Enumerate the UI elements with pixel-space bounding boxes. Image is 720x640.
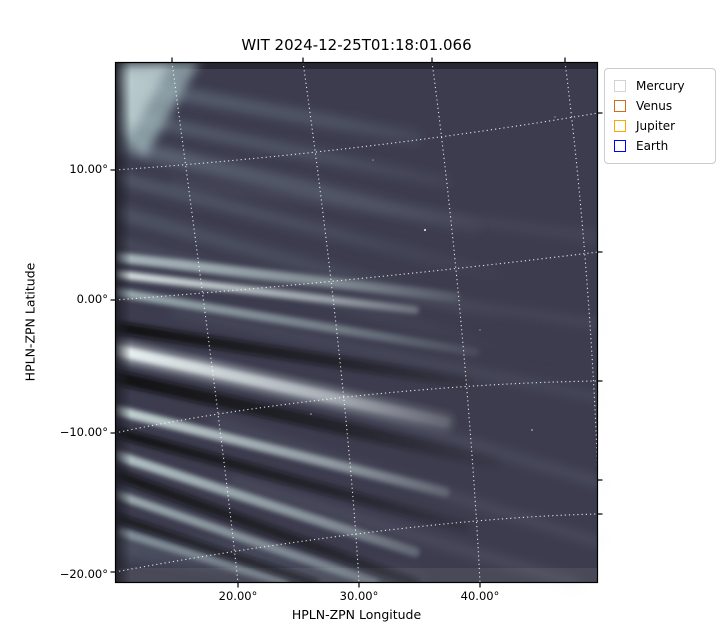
- gridline-lat-0: [114, 251, 599, 301]
- ytick-label--20: −20.00°: [59, 567, 108, 581]
- ytick-label-0: 0.00°: [76, 292, 108, 306]
- stars: [310, 116, 556, 431]
- legend: Mercury Venus Jupiter Earth: [604, 68, 716, 164]
- gridline-lon-40: [431, 61, 481, 584]
- tick-marks: [110, 57, 603, 588]
- legend-item-venus: Venus: [614, 96, 706, 116]
- x-axis-label: HPLN-ZPN Longitude: [291, 607, 422, 622]
- earth-marker-icon: [614, 140, 626, 152]
- coordinate-grid: [114, 61, 599, 584]
- plot-area: [100, 57, 603, 598]
- legend-item-earth: Earth: [614, 136, 706, 156]
- streamer-fan: [100, 62, 560, 598]
- left-dark-edge: [115, 62, 131, 583]
- y-axis-label: HPLN-ZPN Latitude: [22, 262, 38, 382]
- legend-label-venus: Venus: [636, 99, 673, 113]
- gridline-lon-30: [302, 61, 360, 584]
- xtick-label-40: 40.00°: [460, 589, 500, 603]
- gridline-lat--20: [114, 513, 599, 573]
- legend-item-mercury: Mercury: [614, 76, 706, 96]
- gridline-lon-20: [171, 61, 239, 584]
- venus-marker-icon: [614, 100, 626, 112]
- gridline-lat--10: [114, 380, 599, 434]
- xtick-label-30: 30.00°: [339, 589, 379, 603]
- dark-lanes: [108, 321, 502, 589]
- axes-spine: [114, 61, 599, 584]
- ytick-label--10: −10.00°: [59, 425, 108, 439]
- legend-item-jupiter: Jupiter: [614, 116, 706, 136]
- legend-label-earth: Earth: [636, 139, 669, 153]
- mercury-marker-icon: [614, 80, 626, 92]
- sky-image: [100, 57, 603, 598]
- jupiter-marker-icon: [614, 120, 626, 132]
- legend-label-jupiter: Jupiter: [636, 119, 676, 133]
- legend-label-mercury: Mercury: [636, 79, 685, 93]
- plot-title: WIT 2024-12-25T01:18:01.066: [241, 36, 472, 54]
- ytick-label-10: 10.00°: [69, 162, 108, 176]
- xtick-label-20: 20.00°: [218, 589, 258, 603]
